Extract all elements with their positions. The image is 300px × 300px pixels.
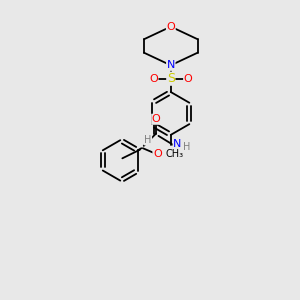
Text: S: S [167,72,175,85]
Text: H: H [144,135,152,145]
Text: O: O [167,22,175,32]
Text: N: N [173,139,182,149]
Text: H: H [183,142,190,152]
Text: O: O [149,74,158,84]
Text: CH₃: CH₃ [165,149,183,159]
Text: O: O [184,74,192,84]
Text: O: O [153,149,162,159]
Text: N: N [167,60,175,70]
Text: O: O [152,114,161,124]
